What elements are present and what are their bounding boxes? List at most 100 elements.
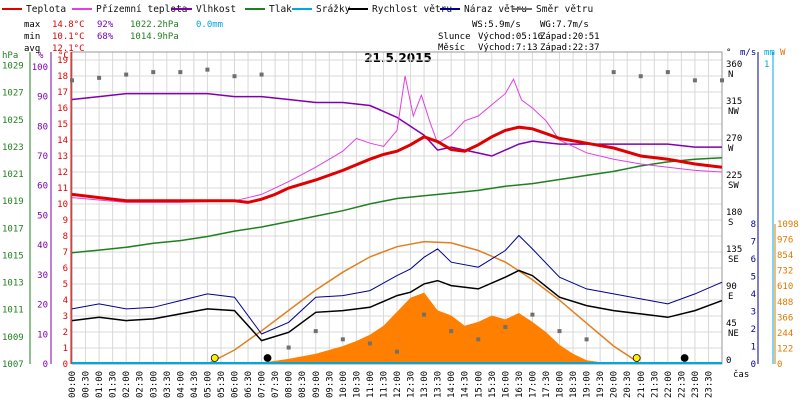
ms-tick-7: 1 bbox=[751, 343, 756, 353]
x-tick-27: 13:30 bbox=[434, 371, 444, 398]
pct-tick-2: 80 bbox=[37, 122, 48, 132]
x-tick-45: 22:30 bbox=[677, 371, 687, 398]
pct-tick-9: 10 bbox=[37, 330, 48, 340]
ms-tick-8: 0 bbox=[751, 360, 756, 370]
w-tick-4: 610 bbox=[777, 282, 793, 292]
x-tick-44: 22:00 bbox=[664, 371, 674, 398]
hpa-tick-1: 1027 bbox=[2, 89, 24, 99]
x-tick-10: 05:00 bbox=[203, 371, 213, 398]
legend-label-4: Srážky bbox=[316, 4, 351, 15]
w-tick-1: 976 bbox=[777, 236, 793, 246]
grid-lines bbox=[71, 51, 723, 365]
stat-moonrise: Východ:7:13 bbox=[478, 43, 538, 53]
ms-tick-4: 4 bbox=[751, 290, 756, 300]
dir-label-4: S bbox=[728, 218, 733, 228]
dir-tick-4: 180 bbox=[726, 208, 742, 218]
series-point-směr-větru bbox=[124, 72, 129, 77]
dir-label-3: SW bbox=[728, 181, 739, 191]
x-tick-18: 09:00 bbox=[312, 371, 322, 398]
temp-tick-4: 15 bbox=[57, 120, 68, 130]
series-point-směr-větru bbox=[611, 70, 616, 75]
chart-title: 21.5.2015 bbox=[364, 51, 432, 65]
stat-avg-temp: 12.1°C bbox=[52, 44, 85, 54]
series-point-směr-větru bbox=[313, 329, 318, 334]
x-tick-21: 10:30 bbox=[352, 371, 362, 398]
legend-label-2: Vlhkost bbox=[196, 4, 236, 15]
w-tick-3: 732 bbox=[777, 267, 793, 277]
hpa-tick-2: 1025 bbox=[2, 116, 24, 126]
series-point-směr-větru bbox=[720, 78, 724, 83]
right-axes: ° m/s mm W1360N315NW270W225SW180S135SE90E45… bbox=[726, 48, 799, 370]
stat-min-hum: 68% bbox=[97, 32, 114, 42]
pct-tick-0: 100 bbox=[32, 63, 48, 73]
series-point-směr-větru bbox=[449, 329, 454, 334]
stat-max-temp: 14.8°C bbox=[52, 20, 85, 30]
temp-tick-15: 4 bbox=[63, 296, 68, 306]
x-tick-25: 12:30 bbox=[407, 371, 417, 398]
w-tick-2: 854 bbox=[777, 251, 793, 261]
x-tick-39: 19:30 bbox=[596, 371, 606, 398]
axis-unit-pct: % bbox=[38, 51, 44, 61]
w-tick-0: 1098 bbox=[777, 220, 799, 230]
chart-legend: Teplota Přízemní teplota Vlhkost Tlak Srážky… bbox=[2, 4, 593, 15]
ms-tick-3: 5 bbox=[751, 273, 756, 283]
moonrise-marker bbox=[263, 354, 272, 362]
legend-label-3: Tlak bbox=[269, 4, 292, 15]
dir-tick-7: 45 bbox=[726, 319, 737, 329]
x-tick-40: 20:00 bbox=[610, 371, 620, 398]
x-tick-26: 13:00 bbox=[420, 371, 430, 398]
x-tick-7: 03:30 bbox=[163, 371, 173, 398]
dir-label-6: E bbox=[728, 292, 733, 302]
hpa-tick-7: 1015 bbox=[2, 251, 24, 261]
series-point-směr-větru bbox=[665, 70, 670, 75]
stats-block: max 14.8°C 92% 1022.2hPa 0.0mm min 10.1°… bbox=[24, 20, 600, 54]
stat-max-press: 1022.2hPa bbox=[130, 20, 179, 30]
x-tick-1: 00:30 bbox=[82, 371, 92, 398]
series-line-teplota bbox=[71, 125, 723, 204]
stat-ws: WS:5.9m/s bbox=[472, 20, 521, 30]
series-point-směr-větru bbox=[97, 75, 102, 80]
x-tick-16: 08:00 bbox=[285, 371, 295, 398]
series-area-sluneční-záření bbox=[207, 292, 614, 364]
dir-tick-3: 225 bbox=[726, 171, 742, 181]
series-line-tlak bbox=[71, 157, 723, 254]
legend-label-5: Rychlost větru bbox=[372, 4, 452, 15]
stat-max-label: max bbox=[24, 20, 41, 30]
stat-wg: WG:7.7m/s bbox=[540, 20, 589, 30]
x-tick-30: 15:00 bbox=[474, 371, 484, 398]
x-tick-14: 07:00 bbox=[258, 371, 268, 398]
hpa-tick-8: 1013 bbox=[2, 279, 24, 289]
x-tick-38: 19:00 bbox=[583, 371, 593, 398]
series-line-náraz-větru bbox=[71, 234, 723, 335]
hpa-tick-3: 1023 bbox=[2, 143, 24, 153]
temp-tick-7: 12 bbox=[57, 168, 68, 178]
legend-label-7: Směr větru bbox=[536, 4, 593, 15]
dir-label-5: SE bbox=[728, 255, 739, 265]
mm-tick-top: 1 bbox=[764, 60, 769, 70]
axis-unit-mm: mm bbox=[764, 48, 775, 58]
temp-tick-5: 14 bbox=[57, 136, 68, 146]
temp-tick-16: 3 bbox=[63, 312, 68, 322]
x-tick-36: 18:00 bbox=[556, 371, 566, 398]
ms-tick-5: 3 bbox=[751, 308, 756, 318]
x-tick-3: 01:30 bbox=[109, 371, 119, 398]
series-point-směr-větru bbox=[178, 70, 183, 75]
axis-unit-w: W bbox=[780, 48, 786, 58]
legend-label-6: Náraz větru bbox=[464, 4, 527, 15]
sunset-marker bbox=[632, 354, 641, 362]
pct-tick-6: 40 bbox=[37, 241, 48, 251]
series-point-směr-větru bbox=[692, 78, 697, 83]
axis-unit-temp: °C bbox=[58, 51, 69, 61]
hpa-tick-10: 1009 bbox=[2, 333, 24, 343]
x-tick-17: 08:30 bbox=[298, 371, 308, 398]
dir-label-0: N bbox=[728, 70, 733, 80]
x-tick-34: 17:00 bbox=[528, 371, 538, 398]
series-point-směr-větru bbox=[286, 345, 291, 350]
series-point-směr-větru bbox=[205, 67, 210, 72]
x-tick-8: 04:00 bbox=[176, 371, 186, 398]
series-point-směr-větru bbox=[503, 325, 508, 329]
ms-tick-0: 8 bbox=[751, 220, 756, 230]
pct-tick-4: 60 bbox=[37, 182, 48, 192]
